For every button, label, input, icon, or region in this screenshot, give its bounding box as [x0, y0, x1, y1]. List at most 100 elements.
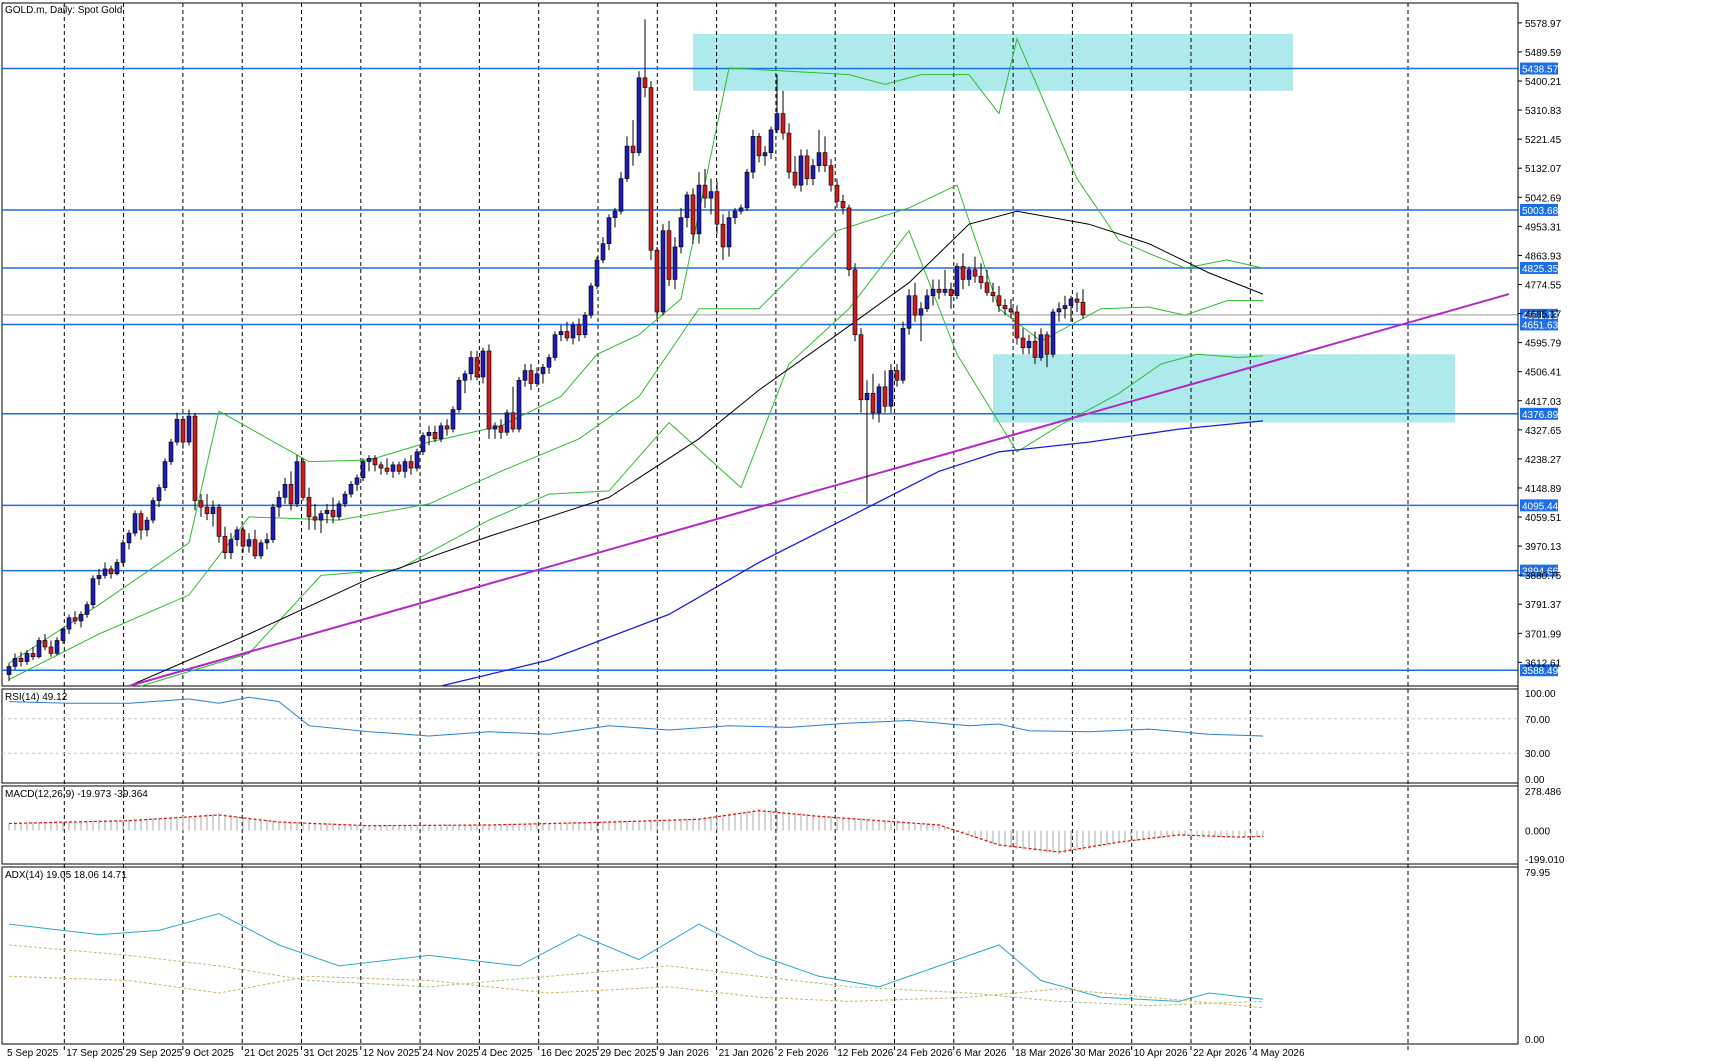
bear-candle [840, 201, 846, 209]
bull-candle [762, 152, 768, 157]
bear-candle [330, 510, 336, 518]
bull-candle [132, 513, 138, 534]
bull-candle [678, 217, 684, 248]
adx-title: ADX(14) 19.05 18.06 14.71 [5, 870, 127, 881]
bear-candle [1014, 311, 1020, 339]
level-price-box [1520, 407, 1558, 420]
bull-candle [816, 152, 822, 166]
bull-candle [888, 370, 894, 407]
bear-candle [858, 334, 864, 401]
level-price-box [1520, 62, 1558, 75]
bear-candle [852, 269, 858, 336]
bull-candle [594, 259, 600, 287]
macd-y-tick-label: 278.486 [1525, 787, 1562, 798]
bull-candle [660, 230, 666, 313]
y-axis-tick-label: 4506.41 [1525, 368, 1562, 379]
bull-candle [318, 513, 324, 521]
bear-candle [300, 461, 306, 498]
y-axis-tick-label: 4148.89 [1525, 484, 1562, 495]
bull-candle [798, 155, 804, 186]
x-axis-tick-label: 22 Apr 2026 [1193, 1048, 1247, 1059]
bear-candle [180, 419, 186, 443]
bear-candle [948, 288, 954, 297]
y-axis-tick-label: 4238.27 [1525, 455, 1562, 466]
x-axis-tick-label: 21 Oct 2025 [244, 1048, 299, 1059]
bull-candle [90, 578, 96, 605]
bear-candle [720, 223, 726, 248]
bull-candle [450, 409, 456, 430]
bull-candle [696, 184, 702, 235]
x-axis-tick-label: 16 Dec 2025 [541, 1048, 598, 1059]
bear-candle [972, 269, 978, 277]
bear-candle [1002, 305, 1008, 310]
level-price-label: 4376.89 [1522, 410, 1559, 421]
bear-candle [198, 500, 204, 508]
bear-candle [192, 415, 198, 501]
x-axis-tick-label: 29 Sep 2025 [126, 1048, 183, 1059]
bull-candle [726, 217, 732, 248]
support-resistance-zone [693, 33, 1293, 91]
bear-candle [1020, 337, 1026, 349]
level-price-box [1520, 318, 1558, 331]
bear-candle [1080, 301, 1086, 316]
rsi-panel-frame [1, 688, 1519, 784]
bear-candle [72, 617, 78, 622]
level-price-box [1520, 664, 1558, 677]
bull-candle [354, 477, 360, 485]
bollinger-middle-band [8, 184, 1263, 680]
x-axis-tick-label: 31 Oct 2025 [304, 1048, 359, 1059]
y-axis-tick-label: 4059.51 [1525, 513, 1562, 524]
bear-candle [564, 331, 570, 339]
y-axis-tick-label: 4327.65 [1525, 426, 1562, 437]
bear-candle [216, 506, 222, 537]
x-axis-tick-label: 9 Oct 2025 [185, 1048, 234, 1059]
bear-candle [984, 282, 990, 293]
bear-candle [756, 136, 762, 157]
bull-candle [402, 461, 408, 472]
bull-candle [582, 314, 588, 336]
bull-candle [612, 210, 618, 218]
levels-layer: 5438.57 5003.68 4825.35 4651.63 4376.89 4095.… [2, 62, 1559, 677]
bull-candle [504, 412, 510, 433]
rsi-y-tick-label: 100.00 [1525, 689, 1556, 700]
axis-layer: 5 Sep 2025 17 Sep 2025 29 Sep 2025 9 Oct 20… [7, 3, 1562, 1059]
bull-candle [600, 243, 606, 261]
x-axis-tick-label: 18 Mar 2026 [1015, 1048, 1072, 1059]
bull-candle [228, 539, 234, 553]
bear-candle [252, 539, 258, 557]
bear-candle [846, 207, 852, 270]
x-axis-tick-label: 30 Mar 2026 [1074, 1048, 1131, 1059]
bull-candle [522, 370, 528, 381]
bull-candle [102, 568, 108, 576]
bull-candle [342, 493, 348, 505]
bear-candle [834, 184, 840, 202]
bull-candle [876, 386, 882, 414]
bull-candle [96, 575, 102, 579]
bull-candle [516, 379, 522, 430]
bull-candle [390, 464, 396, 472]
x-axis-tick-label: 2 Feb 2026 [778, 1048, 829, 1059]
macd-title: MACD(12,26,9) -19.973 -39.364 [5, 789, 148, 800]
bear-candle [576, 324, 582, 336]
bear-candle [306, 497, 312, 518]
bear-candle [960, 266, 966, 280]
bull-candle [546, 357, 552, 368]
di-plus-line [8, 944, 1264, 1007]
y-axis-tick-label: 3970.13 [1525, 542, 1562, 553]
bear-candle [1044, 334, 1050, 355]
current-price-box [1520, 308, 1558, 321]
y-axis-tick-label: 3880.75 [1525, 571, 1562, 582]
bull-candle [924, 295, 930, 310]
bear-candle [642, 77, 648, 88]
level-price-label: 4825.35 [1522, 264, 1559, 275]
level-price-box [1520, 203, 1558, 216]
bull-candle [774, 113, 780, 131]
bull-candle [258, 542, 264, 557]
y-axis-tick-label: 5132.07 [1525, 164, 1562, 175]
bull-candle [156, 487, 162, 501]
bull-candle [558, 331, 564, 336]
x-axis-tick-label: 5 Sep 2025 [7, 1048, 59, 1059]
bull-candle [966, 269, 972, 280]
bull-candle [1062, 305, 1068, 310]
bear-candle [288, 484, 294, 505]
